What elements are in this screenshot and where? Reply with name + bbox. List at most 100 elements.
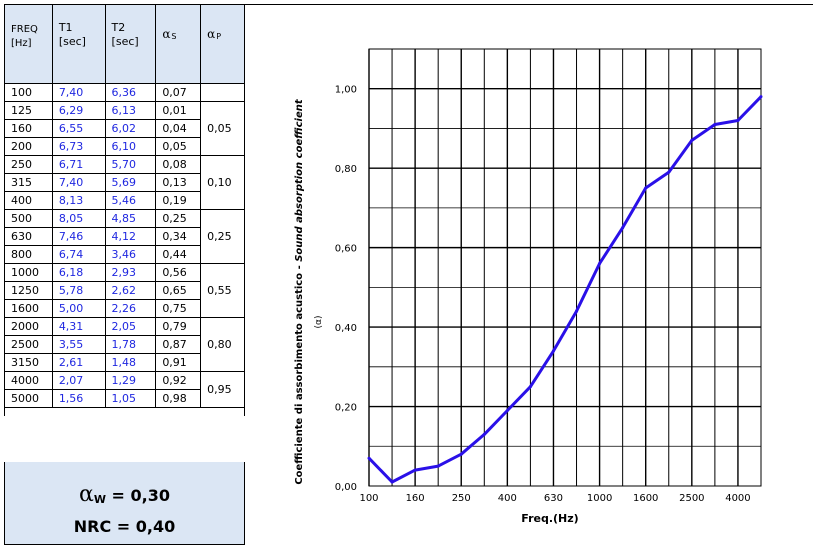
alpha-p-cell: 0,25 (200, 209, 245, 264)
weighted-alpha-symbol: α (78, 482, 94, 507)
x-tick-label: 160 (406, 493, 425, 504)
data-point (598, 262, 602, 266)
table-row: 125 6,29 6,13 0,01 0,05 (4, 101, 245, 156)
absorption-curve (367, 95, 763, 484)
chart-grid (368, 48, 762, 487)
data-point (482, 432, 486, 436)
spacer-cell (4, 407, 245, 416)
alpha-p-cell: 0,55 (200, 263, 245, 318)
table-row: 800 6,74 3,46 0,44 (4, 245, 245, 264)
alpha-s-cell: 0,44 (155, 245, 202, 264)
data-point (528, 385, 532, 389)
y-tick-label: 0,20 (335, 403, 357, 414)
table-row: 500 8,05 4,85 0,25 0,25 (4, 209, 245, 264)
t2-cell: 2,26 (104, 299, 157, 318)
table-body: 100 7,40 6,36 0,07 125 6,29 6,13 0,01 0,05 160 6,5… (4, 83, 245, 416)
absorption-chart: 0,00 0,20 0,40 0,60 0,80 1,00 100 160 250 400 630… (294, 48, 763, 525)
t1-cell: 4,31 (51, 317, 106, 336)
t2-cell: 2,93 (104, 263, 157, 282)
t2-cell: 5,70 (104, 155, 157, 174)
freq-cell: 3150 (4, 353, 53, 372)
alpha-s-cell: 0,79 (155, 317, 202, 336)
freq-cell: 2000 (4, 317, 53, 336)
alpha-s-cell: 0,34 (155, 227, 202, 246)
weighted-alpha-sub: W (93, 493, 106, 506)
t1-cell: 8,05 (51, 209, 106, 228)
x-tick-label: 4000 (725, 493, 750, 504)
header-t2-line-2: [sec] (111, 35, 139, 48)
t2-cell: 1,29 (104, 371, 157, 390)
table-row: 2500 3,55 1,78 0,87 (4, 335, 245, 354)
absorption-data-panel: FREQ [Hz] T1 [sec] T2 [sec] αS αP (4, 4, 245, 545)
t1-cell: 6,74 (51, 245, 106, 264)
alpha-p-cell: 0,05 (200, 101, 245, 156)
t2-cell: 3,46 (104, 245, 157, 264)
table-row: 315 7,40 5,69 0,13 (4, 173, 245, 192)
data-point (621, 226, 625, 230)
data-point (390, 480, 394, 484)
t2-cell: 5,46 (104, 191, 157, 210)
nrc-value: NRC = 0,40 (73, 517, 176, 536)
header-t2: T2 [sec] (104, 4, 157, 84)
alpha-p-cell: 0,95 (200, 371, 245, 408)
t1-cell: 6,73 (51, 137, 106, 156)
freq-cell: 2500 (4, 335, 53, 354)
t1-cell: 6,18 (51, 263, 106, 282)
weighted-alpha-number: = 0,30 (105, 486, 171, 505)
header-alpha-p-sub: P (216, 32, 222, 41)
header-alpha-s: αS (155, 4, 202, 84)
alpha-s-cell: 0,19 (155, 191, 202, 210)
alpha-s-cell: 0,08 (155, 155, 202, 174)
header-alpha-s-symbol: α (162, 27, 171, 41)
table-row: 400 8,13 5,46 0,19 (4, 191, 245, 210)
t2-cell: 2,05 (104, 317, 157, 336)
header-freq-line-1: FREQ (11, 24, 38, 35)
weighted-alpha-value: αW = 0,30 (5, 482, 244, 507)
x-axis-label: Freq.(Hz) (521, 512, 578, 525)
data-point (436, 464, 440, 468)
freq-cell: 160 (4, 119, 53, 138)
data-point (736, 119, 740, 123)
top-border-line (245, 4, 813, 5)
t1-cell: 7,40 (51, 83, 106, 102)
table-row: 100 7,40 6,36 0,07 (4, 83, 245, 102)
alpha-s-cell: 0,56 (155, 263, 202, 282)
alpha-s-cell: 0,92 (155, 371, 202, 390)
t1-cell: 5,78 (51, 281, 106, 300)
t1-cell: 7,46 (51, 227, 106, 246)
rating-summary: αW = 0,30 NRC = 0,40 (4, 462, 245, 545)
y-axis-label-english: Sound absorption coefficient (294, 98, 305, 262)
data-point (505, 409, 509, 413)
header-alpha-p-symbol: α (207, 27, 216, 41)
data-point (667, 170, 671, 174)
y-axis-label-italian: Coefficiente di assorbimento acustico - (294, 262, 305, 485)
freq-cell: 250 (4, 155, 53, 174)
t1-cell: 7,40 (51, 173, 106, 192)
alpha-s-cell: 0,07 (155, 83, 202, 102)
data-point (367, 456, 371, 460)
freq-cell: 500 (4, 209, 53, 228)
data-point (644, 186, 648, 190)
t1-cell: 8,13 (51, 191, 106, 210)
y-tick-label: 0,60 (335, 244, 357, 255)
y-axis-symbol: (α) (314, 316, 324, 329)
t2-cell: 6,02 (104, 119, 157, 138)
alpha-s-cell: 0,25 (155, 209, 202, 228)
table-row: 1250 5,78 2,62 0,65 (4, 281, 245, 300)
t2-cell: 1,78 (104, 335, 157, 354)
t2-cell: 6,36 (104, 83, 157, 102)
t1-cell: 3,55 (51, 335, 106, 354)
y-tick-label: 0,80 (335, 164, 357, 175)
x-tick-label: 100 (359, 493, 378, 504)
table-row: 1000 6,18 2,93 0,56 0,55 (4, 263, 245, 318)
data-point (575, 309, 579, 313)
alpha-p-cell: 0,10 (200, 155, 245, 210)
freq-cell: 100 (4, 83, 53, 102)
data-point (551, 349, 555, 353)
x-tick-label: 250 (452, 493, 471, 504)
absorption-table: FREQ [Hz] T1 [sec] T2 [sec] αS αP (4, 4, 245, 416)
t2-cell: 4,12 (104, 227, 157, 246)
alpha-p-cell: 0,80 (200, 317, 245, 372)
table-header-row: FREQ [Hz] T1 [sec] T2 [sec] αS αP (4, 4, 245, 84)
t1-cell: 1,56 (51, 389, 106, 408)
